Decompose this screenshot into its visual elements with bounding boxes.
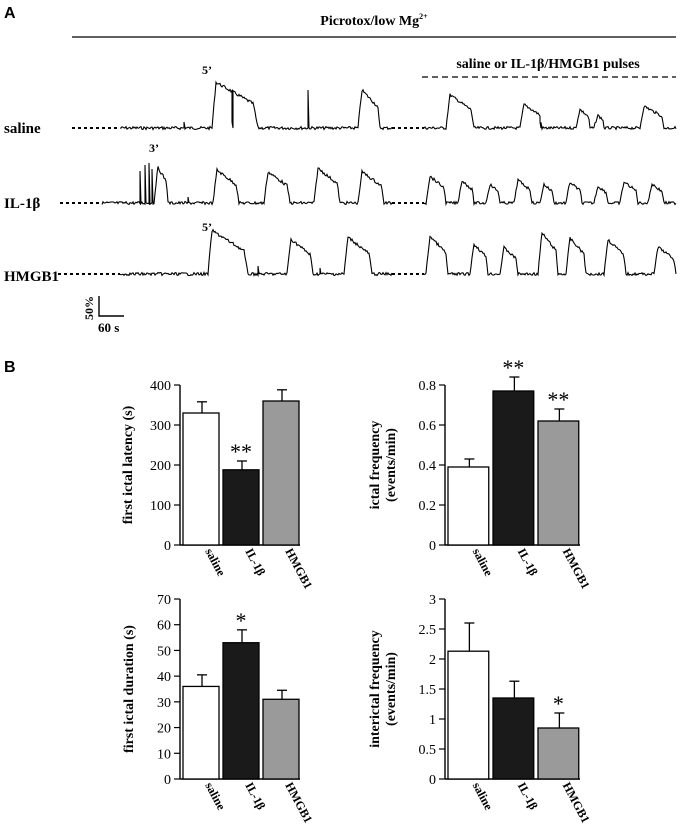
y-tick-label: 50	[157, 644, 171, 659]
bar	[537, 420, 580, 546]
significance-marker: **	[230, 439, 252, 464]
y-tick-label: 0	[164, 539, 171, 554]
bar	[492, 390, 535, 546]
y-tick-label: 10	[157, 747, 171, 762]
first-event-label-saline: 5’	[202, 63, 212, 77]
bar	[222, 469, 260, 546]
bar	[447, 650, 490, 780]
y-tick-label: 200	[150, 459, 171, 474]
trace-label-il1b: IL-1β	[4, 196, 40, 212]
y-tick-label: 0.6	[419, 419, 437, 434]
y-axis-label-line: ictal frequency	[368, 421, 383, 510]
panel-a-letter: A	[4, 5, 16, 22]
panel-b-letter: B	[4, 359, 16, 376]
bar	[262, 698, 300, 780]
y-tick-label: 1.5	[419, 683, 437, 698]
x-tick-label: saline	[470, 780, 496, 813]
y-tick-label: 0.5	[419, 743, 437, 758]
x-tick-label: IL-1β	[242, 780, 268, 812]
y-tick-label: 0.8	[419, 379, 437, 394]
pulses-label: saline or IL-1β/HMGB1 pulses	[456, 57, 640, 72]
chart-interictal-frequency: 0 0.5 1 1.5 2 2.5 3 interictal frequency (events…	[368, 593, 593, 825]
trace-saline-pulses	[423, 93, 677, 131]
y-tick-label: 0	[429, 539, 436, 554]
trace-hmgb1-pre	[119, 228, 393, 278]
scale-bar-y-label: 50%	[82, 296, 96, 320]
y-tick-label: 400	[150, 379, 171, 394]
chart-first-ictal-duration: 0 10 20 30 40 50 60 70 first ictal duration (s) s…	[122, 593, 315, 825]
significance-marker: *	[236, 608, 247, 633]
y-tick-label: 1	[429, 713, 436, 728]
y-tick-label: 3	[429, 593, 436, 608]
y-tick-label: 60	[157, 619, 171, 634]
trace-label-hmgb1: HMGB1	[4, 269, 59, 285]
x-tick-label: IL-1β	[515, 780, 541, 812]
trace-saline-pre	[119, 80, 393, 131]
bar	[447, 466, 490, 546]
x-tick-label: HMGB1	[560, 546, 593, 591]
y-tick-label: 20	[157, 722, 171, 737]
significance-marker: **	[547, 387, 569, 412]
significance-marker: *	[553, 691, 564, 716]
trace-label-saline: saline	[4, 121, 41, 137]
y-axis-label: first ictal latency (s)	[121, 405, 136, 524]
x-tick-label: HMGB1	[282, 780, 315, 825]
x-tick-label: IL-1β	[242, 546, 268, 578]
y-tick-label: 30	[157, 696, 171, 711]
chart-ictal-frequency: 0 0.2 0.4 0.6 0.8 ictal frequency (events/min)…	[368, 355, 593, 591]
scale-bar	[98, 296, 124, 317]
y-tick-label: 70	[157, 593, 171, 608]
bar	[492, 697, 535, 780]
y-tick-label: 0	[164, 773, 171, 788]
y-tick-label: 100	[150, 499, 171, 514]
y-tick-label: 0.4	[419, 459, 437, 474]
x-tick-label: IL-1β	[515, 546, 541, 578]
y-tick-label: 40	[157, 670, 171, 685]
x-tick-label: saline	[202, 780, 228, 813]
y-tick-label: 0.2	[419, 499, 437, 514]
y-tick-label: 2	[429, 653, 436, 668]
x-tick-label: HMGB1	[560, 780, 593, 825]
trace-il1b-pre	[101, 162, 393, 206]
trace-hmgb1-pulses	[423, 231, 677, 278]
significance-marker: **	[502, 355, 524, 380]
first-event-label-hmgb1: 5’	[202, 220, 212, 234]
protocol-label: Picrotox/low Mg2+	[320, 12, 428, 29]
x-tick-label: saline	[470, 546, 496, 579]
y-axis-label: first ictal duration (s)	[122, 625, 137, 753]
y-axis-label-line: (events/min)	[384, 428, 399, 502]
y-axis-label-line: interictal frequency	[368, 630, 383, 748]
x-tick-label: HMGB1	[282, 546, 315, 591]
bar	[222, 642, 260, 780]
bar	[262, 400, 300, 546]
first-event-label-il1b: 3’	[149, 141, 159, 155]
bar	[537, 727, 580, 780]
trace-il1b-pulses	[423, 175, 677, 207]
x-tick-label: saline	[202, 546, 228, 579]
scale-bar-x-label: 60 s	[98, 320, 119, 335]
panel-a: A Picrotox/low Mg2+ saline or IL-1β/HMGB…	[4, 5, 677, 335]
y-axis-label-line: (events/min)	[384, 652, 399, 726]
chart-first-ictal-latency: 0 100 200 300 400 first ictal latency (s) sali…	[121, 379, 315, 591]
bar	[182, 685, 220, 780]
y-tick-label: 300	[150, 419, 171, 434]
y-tick-label: 0	[429, 773, 436, 788]
bar	[182, 412, 220, 546]
y-tick-label: 2.5	[419, 623, 437, 638]
